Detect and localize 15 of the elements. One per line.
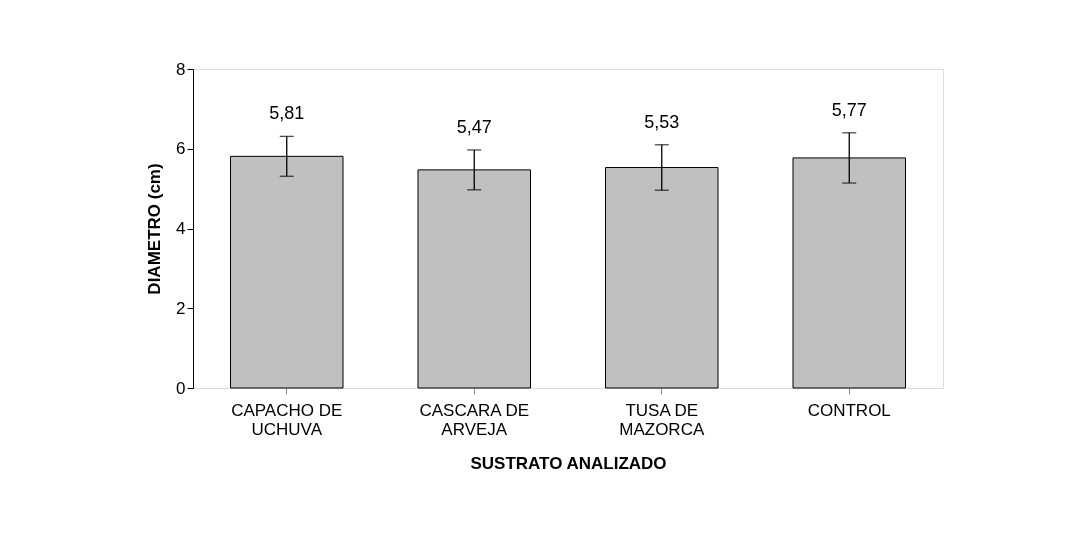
x-tick-label: TUSA DE MAZORCA	[619, 400, 705, 439]
y-tick-label: 4	[176, 219, 186, 238]
x-axis-title: SUSTRATO ANALIZADO	[470, 453, 667, 473]
x-tick-label: CAPACHO DE UCHUVA	[231, 400, 343, 439]
data-label: 5,81	[269, 103, 305, 124]
data-label: 5,47	[456, 116, 492, 137]
x-tick-label: CASCARA DE ARVEJA	[419, 400, 530, 439]
y-tick-label: 6	[176, 139, 186, 159]
y-axis-title: DIAMETRO (cm)	[145, 163, 165, 295]
x-tick-label: CONTROL	[807, 400, 891, 420]
data-label: 5,77	[831, 99, 867, 120]
data-label: 5,53	[644, 111, 680, 132]
y-tick-label: 0	[176, 378, 186, 398]
y-tick-label: 2	[176, 298, 186, 318]
y-tick-label: 8	[176, 59, 186, 79]
